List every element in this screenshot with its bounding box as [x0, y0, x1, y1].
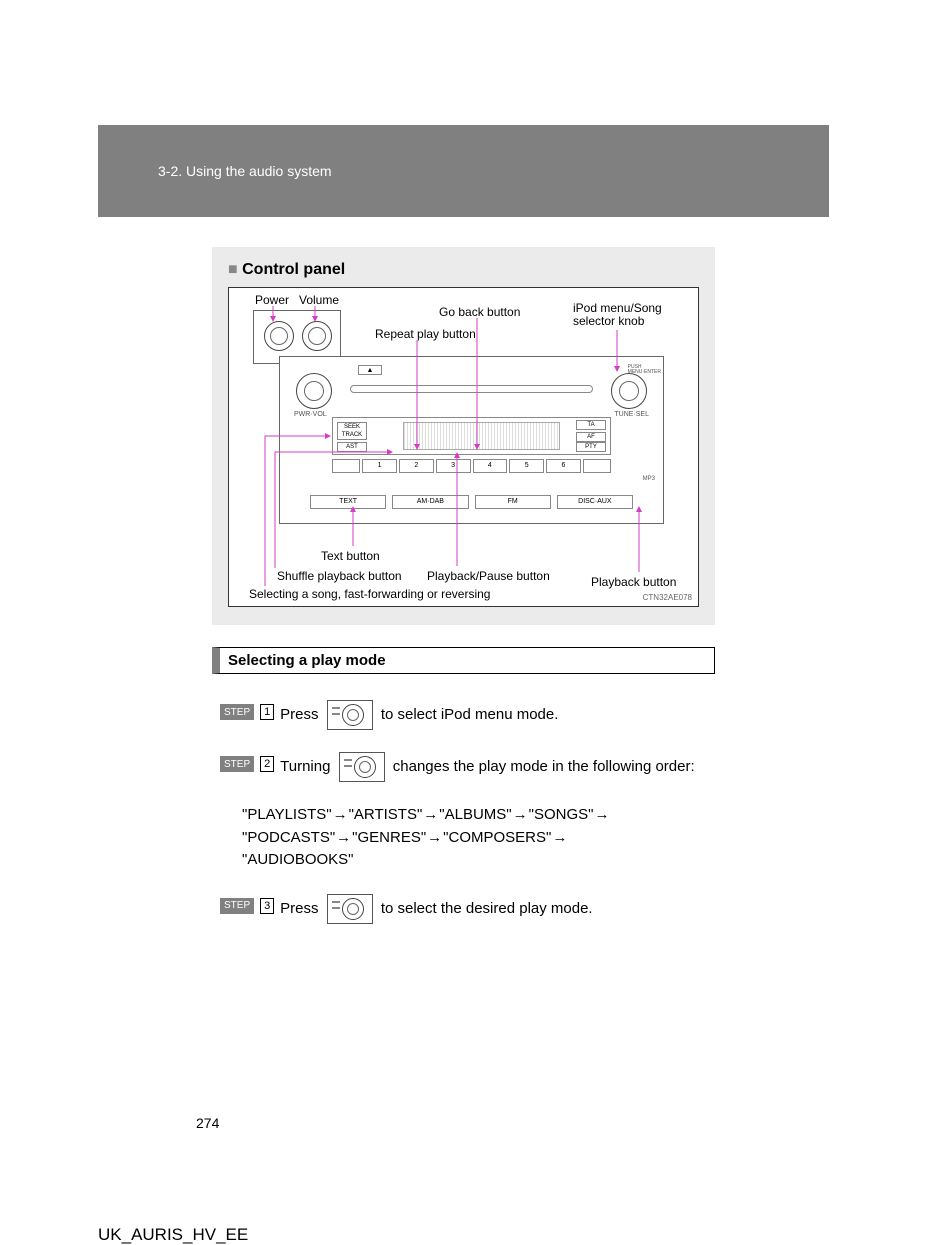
preset-left-spacer	[332, 459, 360, 473]
am-dab-button: AM·DAB	[392, 495, 468, 509]
tune-sel-label: TUNE·SEL	[614, 411, 649, 418]
mode-5: "GENRES"	[352, 829, 426, 846]
push-menu-label: PUSHMENU·ENTER	[628, 365, 661, 375]
disc-slot	[350, 385, 593, 393]
control-panel-diagram: Power Volume Go back button Repeat play …	[228, 287, 699, 607]
label-shuffle: Shuffle playback button	[277, 570, 402, 583]
mode-1: "ARTISTS"	[349, 806, 423, 823]
step-3-text: Press to select the desired play mode.	[280, 894, 715, 924]
ast-button: AST	[337, 442, 367, 452]
diagram-code: CTN32AE078	[643, 593, 692, 602]
step-3-before: Press	[280, 899, 323, 916]
step-tag: STEP	[220, 756, 254, 772]
mode-4: "PODCASTS"	[242, 829, 335, 846]
lcd-display	[403, 422, 560, 450]
label-playback: Playback button	[591, 576, 676, 589]
fm-button: FM	[475, 495, 551, 509]
preset-2: 2	[399, 459, 434, 473]
pty-button: PTY	[576, 442, 606, 452]
mode-7: "AUDIOBOOKS"	[242, 851, 354, 868]
seek-track-button: SEEK TRACK	[337, 422, 367, 440]
knob-icon	[327, 700, 373, 730]
display-area: SEEK TRACK AST TA AF PTY	[332, 417, 611, 455]
af-button: AF	[576, 432, 606, 442]
label-power: Power	[255, 294, 289, 307]
preset-4: 4	[473, 459, 508, 473]
pwr-vol-label: PWR·VOL	[294, 411, 327, 418]
arrow-icon: →	[593, 806, 610, 823]
steps-container: STEP 1 Press to select iPod menu mode. S…	[220, 700, 715, 924]
preset-1: 1	[362, 459, 397, 473]
label-playback-pause: Playback/Pause button	[427, 570, 550, 583]
control-panel-section: Control panel Power Volume Go back butto…	[212, 247, 715, 625]
arrow-icon: →	[332, 806, 349, 823]
step-2-num: 2	[260, 756, 274, 772]
step-tag: STEP	[220, 898, 254, 914]
mode-sequence: "PLAYLISTS"→"ARTISTS"→"ALBUMS"→"SONGS"→"…	[242, 804, 715, 872]
step-1: STEP 1 Press to select iPod menu mode.	[220, 700, 715, 730]
mode-0: "PLAYLISTS"	[242, 806, 332, 823]
preset-row: 1 2 3 4 5 6	[332, 459, 611, 473]
preset-3: 3	[436, 459, 471, 473]
knob-icon	[327, 894, 373, 924]
preset-5: 5	[509, 459, 544, 473]
power-knob-icon	[264, 321, 294, 351]
step-1-before: Press	[280, 706, 323, 723]
label-repeat: Repeat play button	[375, 328, 476, 341]
arrow-icon: →	[512, 806, 529, 823]
mp3-label: MP3	[643, 476, 655, 482]
section-header-bar: 3-2. Using the audio system	[98, 125, 829, 217]
page: 3-2. Using the audio system Control pane…	[0, 125, 927, 1046]
label-volume: Volume	[299, 294, 339, 307]
eject-button: ▲	[358, 365, 382, 375]
text-button: TEXT	[310, 495, 386, 509]
step-2-before: Turning	[280, 758, 334, 775]
step-1-after: to select iPod menu mode.	[381, 706, 559, 723]
step-2-text: Turning changes the play mode in the fol…	[280, 752, 715, 782]
step-3-after: to select the desired play mode.	[381, 899, 593, 916]
ta-button: TA	[576, 420, 606, 430]
label-text-button: Text button	[321, 550, 380, 563]
label-selecting: Selecting a song, fast-forwarding or rev…	[249, 588, 490, 601]
knob-icon	[339, 752, 385, 782]
step-1-num: 1	[260, 704, 274, 720]
step-3: STEP 3 Press to select the desired play …	[220, 894, 715, 924]
stereo-unit: PWR·VOL TUNE·SEL PUSHMENU·ENTER ▲ SEEK T…	[279, 356, 664, 524]
play-mode-section-header: Selecting a play mode	[212, 647, 715, 674]
mode-3: "SONGS"	[529, 806, 594, 823]
label-go-back: Go back button	[439, 306, 520, 319]
footer-document-code: UK_AURIS_HV_EE	[98, 1225, 248, 1245]
arrow-icon: →	[551, 829, 568, 846]
step-2: STEP 2 Turning changes the play mode in …	[220, 752, 715, 782]
arrow-icon: →	[422, 806, 439, 823]
tune-sel-knob	[611, 373, 647, 409]
arrow-icon: →	[426, 829, 443, 846]
arrow-icon: →	[335, 829, 352, 846]
preset-right-spacer	[583, 459, 611, 473]
play-mode-title: Selecting a play mode	[228, 652, 386, 669]
step-tag: STEP	[220, 704, 254, 720]
step-2-after: changes the play mode in the following o…	[393, 758, 695, 775]
page-number: 274	[196, 1115, 219, 1131]
section-breadcrumb: 3-2. Using the audio system	[158, 163, 332, 179]
step-1-text: Press to select iPod menu mode.	[280, 700, 715, 730]
step-3-num: 3	[260, 898, 274, 914]
volume-knob-icon	[302, 321, 332, 351]
bottom-button-row: TEXT AM·DAB FM DISC·AUX	[310, 495, 633, 509]
preset-6: 6	[546, 459, 581, 473]
mode-2: "ALBUMS"	[439, 806, 511, 823]
mode-6: "COMPOSERS"	[443, 829, 551, 846]
disc-aux-button: DISC·AUX	[557, 495, 633, 509]
pwr-vol-knob	[296, 373, 332, 409]
control-panel-title: Control panel	[228, 261, 699, 279]
label-ipod-menu: iPod menu/Song selector knob	[573, 302, 662, 328]
